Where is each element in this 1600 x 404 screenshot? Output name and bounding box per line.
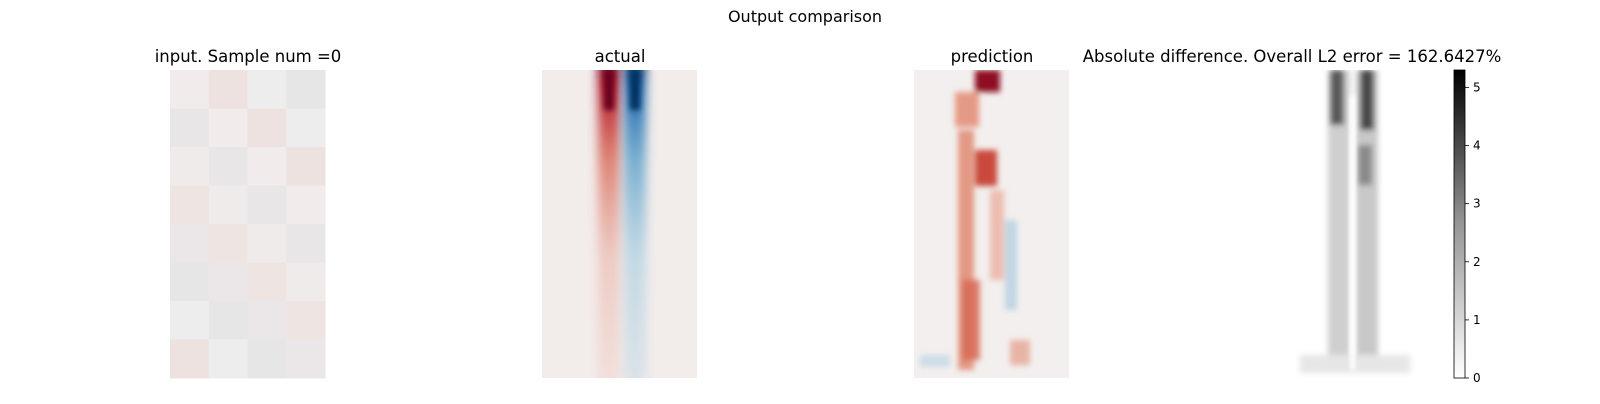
input-cell [286,262,326,302]
input-cell [208,262,248,302]
input-cell [247,339,287,379]
colorbar-tick-label: 2 [1473,255,1481,269]
input-cell [170,147,210,186]
input-heatmap [170,70,326,379]
difference-white-seam [1350,95,1355,370]
input-cell [286,339,326,379]
input-cell [286,70,326,109]
actual-heatmap [542,70,697,378]
input-cell [286,301,326,340]
input-cell [208,301,248,340]
panel-title-prediction: prediction [951,47,1034,66]
difference-mid-patch [1358,145,1372,185]
actual-red-core [604,70,614,110]
colorbar-ticks: 0 1 2 3 4 5 [1465,80,1481,385]
colorbar-gradient [1453,69,1466,379]
input-cell [170,108,210,148]
prediction-heatmap [914,70,1069,378]
input-cell [286,108,326,148]
colorbar-tick-label: 1 [1473,313,1481,327]
prediction-right-band [990,190,1004,280]
input-cell [170,70,210,109]
colorbar-tick-label: 4 [1473,139,1481,153]
input-cell [247,224,287,263]
prediction-lower-blob [962,280,980,360]
actual-red-plume [598,70,620,378]
difference-heatmap [1286,70,1441,378]
input-cell [286,147,326,186]
actual-blue-plume [624,70,646,378]
input-cell [208,108,248,148]
input-cell [247,108,287,148]
panel-title-difference: Absolute difference. Overall L2 error = … [1083,47,1502,66]
input-cell [247,301,287,340]
input-cell [247,70,287,109]
prediction-top-blob [975,70,1000,92]
difference-right-core [1360,70,1374,130]
input-cell [247,185,287,225]
input-cell [170,185,210,225]
input-cell [247,262,287,302]
figure-suptitle: Output comparison [728,7,882,26]
colorbar-tick-label: 0 [1473,371,1481,385]
colorbar-tick-label: 5 [1473,80,1481,94]
input-cell [170,301,210,340]
input-cell [208,147,248,186]
input-cell [170,224,210,263]
input-cell [208,185,248,225]
panel-title-actual: actual [595,47,646,66]
colorbar: 0 1 2 3 4 5 [1453,69,1481,385]
input-cell [170,262,210,302]
prediction-mid-blob [975,150,997,186]
prediction-upper-blob [955,92,979,127]
input-cell [208,224,248,263]
prediction-blue-patch [1005,220,1017,310]
input-cell [208,339,248,379]
input-cell [170,339,210,379]
input-cell [208,70,248,109]
panel-title-input: input. Sample num =0 [155,47,342,66]
input-cell [286,185,326,225]
prediction-bottom-blob [1010,340,1030,365]
actual-blue-core [630,70,640,110]
input-cell [286,224,326,263]
difference-left-plume [1328,70,1350,370]
input-cell [247,147,287,186]
prediction-blue-edge [920,355,950,367]
colorbar-tick-label: 3 [1473,197,1481,211]
difference-left-core [1330,70,1344,125]
